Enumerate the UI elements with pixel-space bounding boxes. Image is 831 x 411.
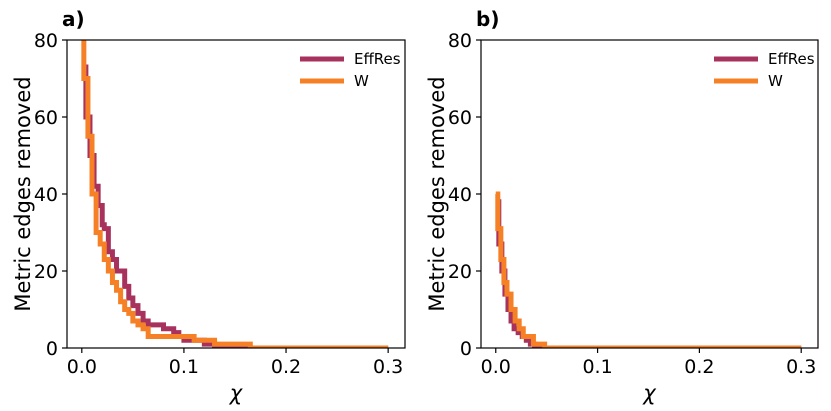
series-line-w [81,40,389,348]
y-tick-label: 60 [448,107,472,129]
y-tick-label: 20 [448,261,472,283]
y-tick-label: 80 [34,30,58,52]
legend-label-effres: EffRes [768,50,815,68]
y-tick-label: 0 [460,338,472,360]
x-tick-label: 0.1 [169,356,199,378]
x-axis-label: χ [229,381,244,405]
y-axis-label: Metric edges removed [425,76,449,311]
series-line-effres [81,64,389,348]
series-line-w [495,191,802,348]
y-tick-label: 40 [448,184,472,206]
y-axis-label: Metric edges removed [11,76,35,311]
x-tick-label: 0.2 [684,356,714,378]
legend-label-w: W [768,72,783,90]
legend-label-w: W [354,72,369,90]
legend: EffRes W [714,50,815,90]
x-tick-label: 0.0 [481,356,511,378]
series-line-effres [495,199,802,348]
x-tick-label: 0.3 [373,356,403,378]
y-tick-label: 0 [46,338,58,360]
x-tick-label: 0.2 [271,356,301,378]
panel-1: 0.0 0.1 0.2 0.3 0 20 40 60 80 χ Metric edges remov… [425,7,819,405]
x-tick-label: 0.0 [67,356,97,378]
x-axis-label: χ [642,381,657,405]
y-tick-label: 20 [34,261,58,283]
panel-0: 0.0 0.1 0.2 0.3 0 20 40 60 80 χ Metric edges remov… [11,7,406,405]
y-tick-label: 60 [34,107,58,129]
legend: EffRes W [300,50,401,90]
y-tick-label: 80 [448,30,472,52]
x-tick-label: 0.1 [582,356,612,378]
panel-label: b) [476,7,499,31]
panel-label: a) [62,7,85,31]
y-tick-label: 40 [34,184,58,206]
legend-label-effres: EffRes [354,50,401,68]
x-tick-label: 0.3 [786,356,816,378]
